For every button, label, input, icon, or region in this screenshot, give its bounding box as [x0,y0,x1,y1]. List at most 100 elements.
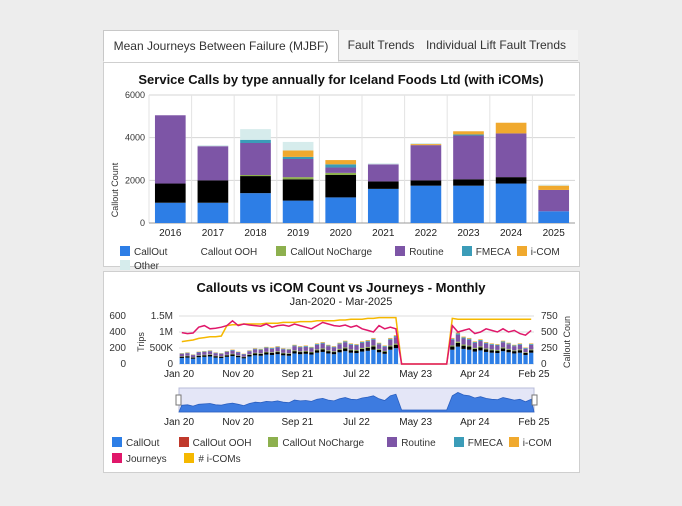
bar-segment[interactable] [154,183,186,203]
monthly-bar-segment[interactable] [371,339,376,346]
monthly-bar-segment[interactable] [292,350,297,352]
legend-item-i-com[interactable]: i-COM [508,437,552,449]
bar-segment[interactable] [410,143,442,145]
monthly-bar-segment[interactable] [230,354,235,357]
monthly-bar-segment[interactable] [500,348,506,352]
monthly-bar-segment[interactable] [326,344,331,346]
monthly-bar-segment[interactable] [236,357,241,364]
monthly-bar-segment[interactable] [292,351,297,354]
monthly-bar-segment[interactable] [269,348,275,349]
monthly-bar-segment[interactable] [207,354,213,357]
monthly-bar-segment[interactable] [393,344,399,349]
monthly-bar-segment[interactable] [213,356,218,358]
legend-item-callout-nocharge[interactable]: CallOut NoCharge [268,437,364,449]
monthly-bar-segment[interactable] [371,337,376,339]
bar-segment[interactable] [282,156,314,159]
monthly-bar-segment[interactable] [258,353,263,356]
monthly-bar-segment[interactable] [500,341,506,343]
monthly-bar-segment[interactable] [478,341,483,347]
monthly-bar-segment[interactable] [247,350,252,352]
monthly-bar-segment[interactable] [365,340,370,342]
monthly-bar-segment[interactable] [281,352,286,354]
monthly-bar-segment[interactable] [241,358,246,364]
bar-segment[interactable] [154,115,186,184]
monthly-bar-segment[interactable] [320,342,325,343]
monthly-bar-segment[interactable] [506,342,511,344]
monthly-bar-segment[interactable] [292,346,297,351]
monthly-bar-segment[interactable] [478,339,483,341]
monthly-bar-segment[interactable] [309,354,314,364]
bar-segment[interactable] [240,129,271,140]
bar-segment[interactable] [240,175,271,177]
monthly-bar-segment[interactable] [309,352,314,355]
bar-segment[interactable] [538,211,570,223]
monthly-bar-segment[interactable] [202,351,207,355]
monthly-bar-segment[interactable] [472,348,477,352]
monthly-bar-segment[interactable] [269,348,275,353]
monthly-bar-segment[interactable] [337,352,342,364]
monthly-bar-segment[interactable] [483,342,489,344]
monthly-bar-segment[interactable] [286,353,292,354]
monthly-bar-segment[interactable] [252,348,258,350]
monthly-bar-segment[interactable] [523,348,528,349]
monthly-bar-segment[interactable] [467,349,472,364]
monthly-bar-segment[interactable] [529,352,534,364]
monthly-bar-segment[interactable] [393,348,399,364]
monthly-bar-segment[interactable] [190,357,196,359]
monthly-bar-segment[interactable] [236,355,241,358]
monthly-bar-segment[interactable] [450,345,455,347]
monthly-bar-segment[interactable] [376,344,382,349]
legend-item-routine[interactable]: Routine [395,246,444,258]
monthly-bar-segment[interactable] [450,337,455,339]
monthly-bar-segment[interactable] [269,354,275,364]
monthly-bar-segment[interactable] [393,335,399,337]
bar-segment[interactable] [495,122,527,134]
monthly-bar-segment[interactable] [354,350,359,354]
monthly-bar-segment[interactable] [241,357,246,359]
monthly-bar-segment[interactable] [303,346,308,351]
legend-item-callout-ooh[interactable]: Callout OOH [187,246,258,258]
monthly-bar-segment[interactable] [281,349,286,353]
monthly-bar-segment[interactable] [523,352,528,355]
monthly-bar-segment[interactable] [298,347,303,352]
monthly-bar-segment[interactable] [343,342,348,348]
monthly-bar-segment[interactable] [281,348,286,350]
monthly-bar-segment[interactable] [320,351,325,364]
monthly-bar-segment[interactable] [472,342,477,343]
monthly-bar-segment[interactable] [264,347,269,349]
monthly-bar-segment[interactable] [500,347,506,349]
bar-segment[interactable] [538,184,570,186]
monthly-bar-segment[interactable] [207,351,213,355]
monthly-bar-segment[interactable] [495,353,500,364]
monthly-bar-segment[interactable] [258,349,263,350]
monthly-bar-segment[interactable] [450,339,455,346]
monthly-bar-segment[interactable] [483,348,489,350]
bar-segment[interactable] [325,164,357,168]
legend-item-fmeca[interactable]: FMECA [453,437,503,449]
monthly-bar-segment[interactable] [517,344,523,350]
monthly-bar-segment[interactable] [371,345,376,347]
monthly-bar-segment[interactable] [292,344,297,346]
bar-segment[interactable] [197,180,229,203]
monthly-bar-segment[interactable] [467,337,472,339]
monthly-bar-segment[interactable] [354,344,359,346]
monthly-bar-segment[interactable] [348,344,354,345]
monthly-bar-segment[interactable] [512,345,517,347]
monthly-bar-segment[interactable] [512,350,517,352]
monthly-bar-segment[interactable] [179,357,184,364]
bar-segment[interactable] [325,167,357,173]
monthly-bar-segment[interactable] [489,350,494,353]
monthly-bar-segment[interactable] [455,333,461,335]
monthly-bar-segment[interactable] [179,356,184,358]
monthly-bar-segment[interactable] [207,350,213,352]
monthly-bar-segment[interactable] [495,344,500,345]
monthly-bar-segment[interactable] [455,334,461,342]
monthly-bar-segment[interactable] [196,357,201,364]
monthly-bar-segment[interactable] [258,355,263,364]
monthly-bar-segment[interactable] [495,350,500,354]
monthly-bar-segment[interactable] [506,348,511,350]
monthly-bar-segment[interactable] [371,346,376,350]
monthly-bar-segment[interactable] [450,346,455,350]
monthly-bar-segment[interactable] [219,357,224,364]
monthly-bar-segment[interactable] [455,342,461,347]
